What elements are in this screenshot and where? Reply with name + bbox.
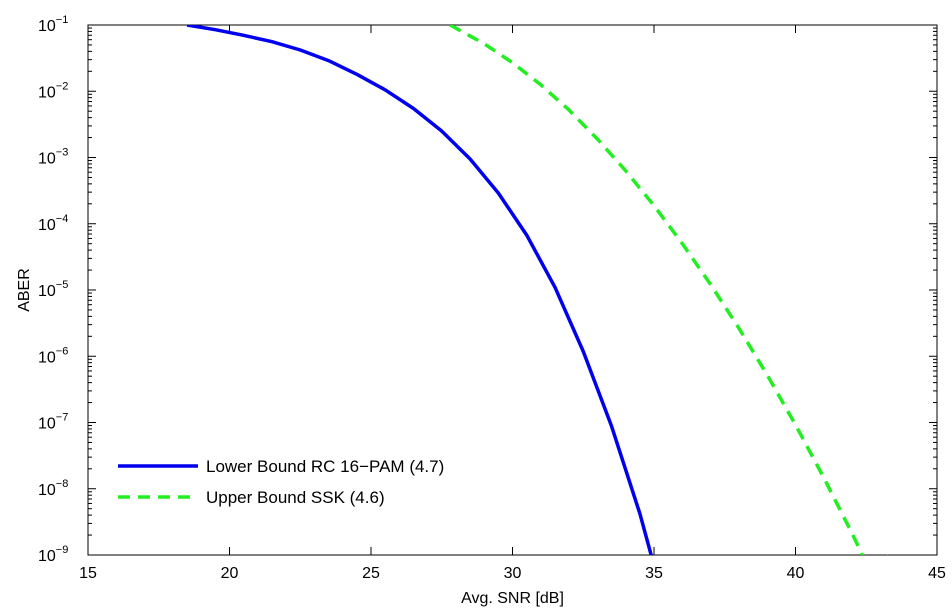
x-tick-label: 25 <box>362 565 380 582</box>
legend-label-0: Lower Bound RC 16−PAM (4.7) <box>206 457 444 476</box>
x-tick-label: 20 <box>221 565 239 582</box>
series-line-1 <box>449 25 889 555</box>
y-tick-label: 10−3 <box>38 147 68 168</box>
y-tick-label: 10−8 <box>38 478 68 499</box>
plot-frame <box>87 24 938 556</box>
legend-label-1: Upper Bound SSK (4.6) <box>206 488 385 507</box>
x-tick-label: 30 <box>504 565 522 582</box>
y-tick-label: 10−7 <box>38 412 68 433</box>
y-tick-label: 10−6 <box>38 345 68 366</box>
series-line-0 <box>186 25 680 555</box>
y-tick-label: 10−5 <box>38 279 68 300</box>
y-tick-label: 10−9 <box>38 544 68 565</box>
x-tick-label: 40 <box>787 565 805 582</box>
y-tick-label: 10−1 <box>38 14 68 35</box>
x-tick-label: 15 <box>79 565 97 582</box>
y-tick-label: 10−4 <box>38 213 68 234</box>
y-tick-label: 10−2 <box>38 80 68 101</box>
y-axis-label: ABER <box>16 268 33 312</box>
x-tick-label: 45 <box>928 565 946 582</box>
x-tick-label: 35 <box>645 565 663 582</box>
x-axis-label: Avg. SNR [dB] <box>461 590 564 607</box>
